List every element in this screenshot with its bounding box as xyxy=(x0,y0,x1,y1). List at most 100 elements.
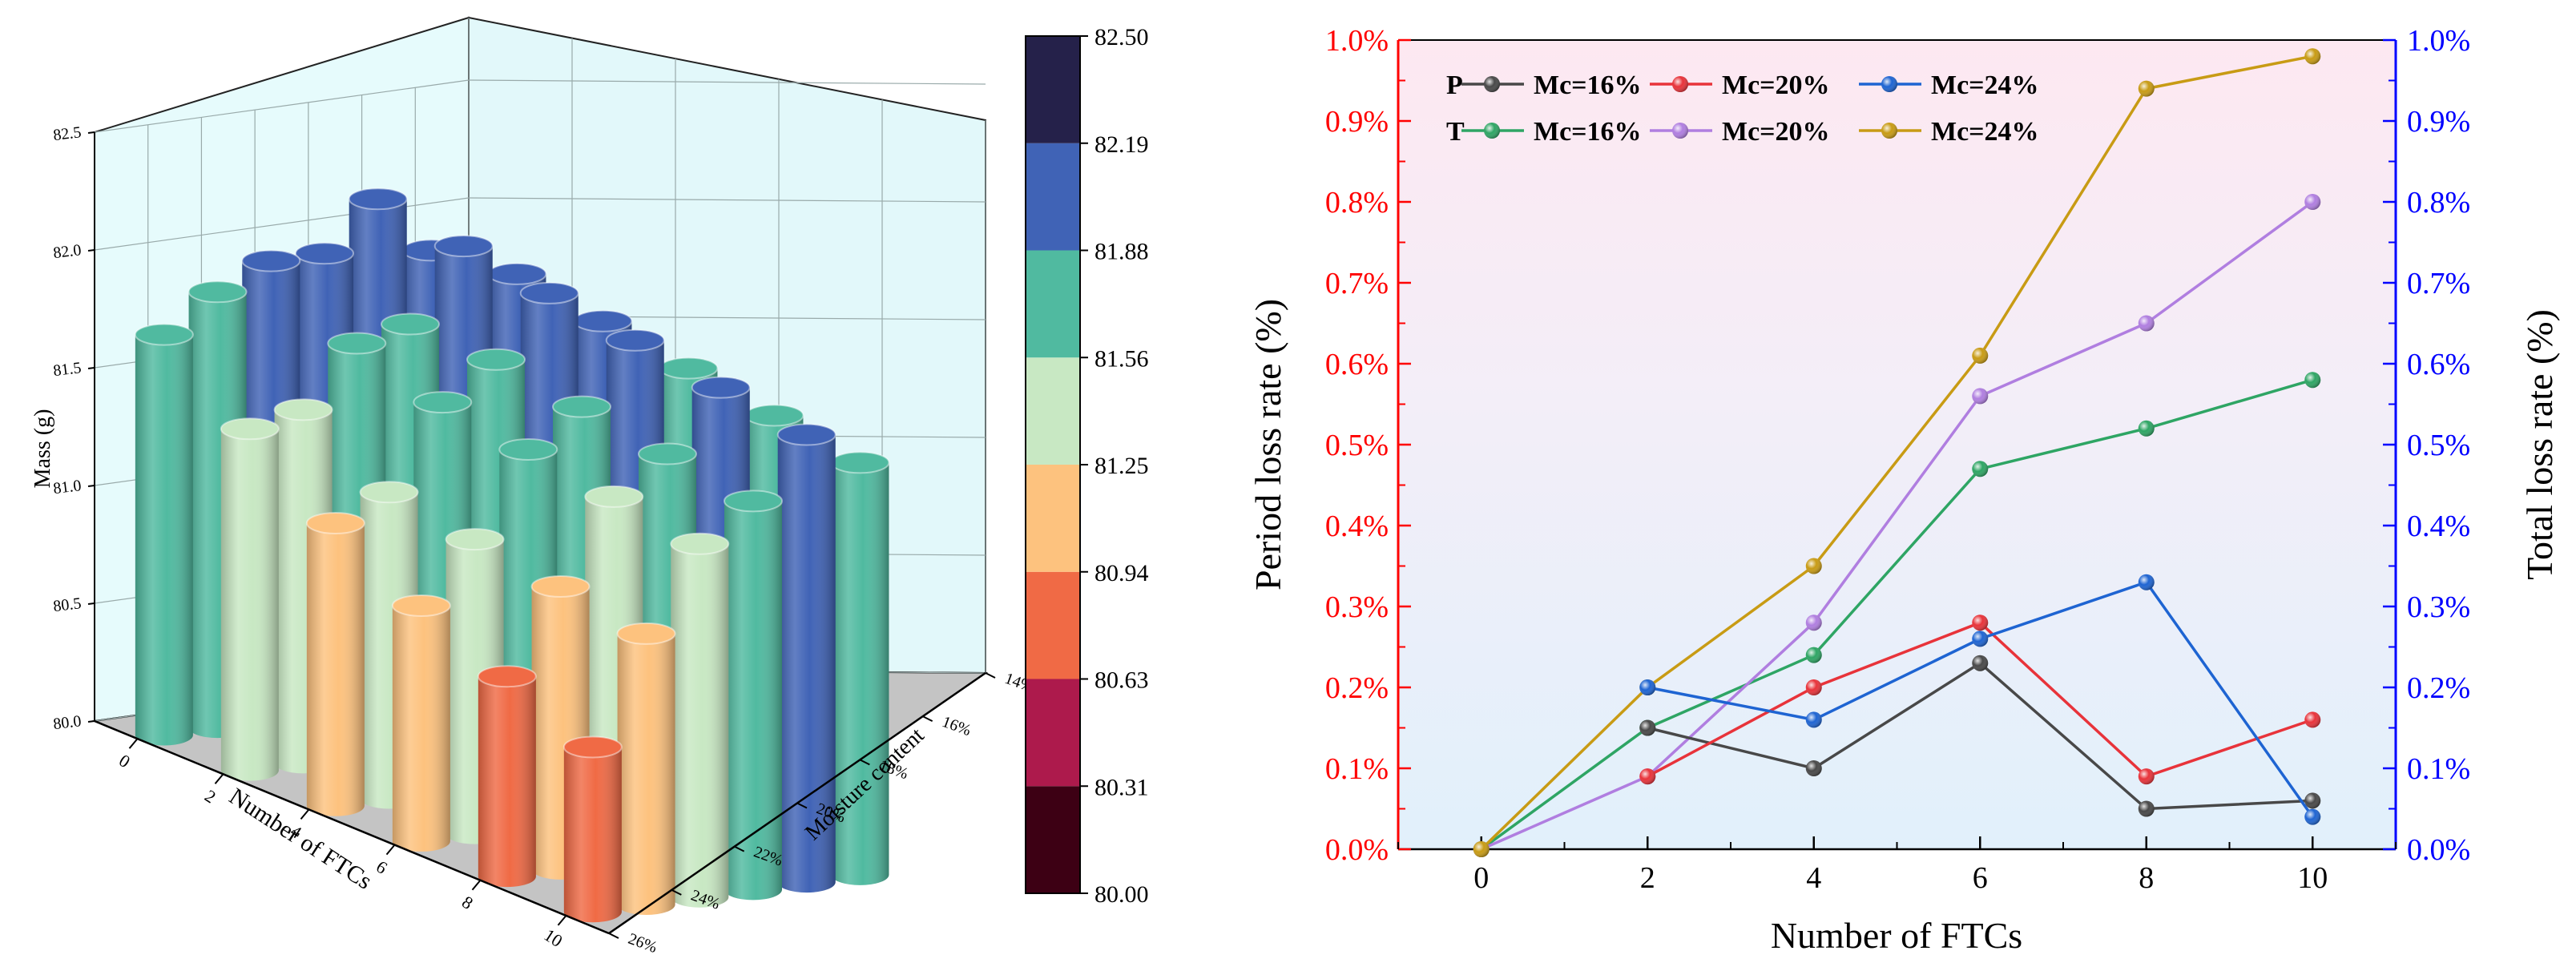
bar-top xyxy=(273,398,333,421)
bar-shade xyxy=(671,543,729,908)
data-point-shine xyxy=(2304,48,2321,65)
series-P-Mc16 xyxy=(1639,655,2321,817)
tick-x xyxy=(557,915,567,926)
tick-y xyxy=(734,845,745,852)
tick-z xyxy=(87,720,95,723)
bar-shade xyxy=(220,429,279,781)
bar-top xyxy=(241,249,301,272)
bar-top xyxy=(134,323,194,346)
colorbar-swatch xyxy=(1026,357,1080,465)
tick-label-y-left: 0.4% xyxy=(1325,510,1389,543)
data-point-shine xyxy=(1805,679,1822,695)
colorbar-swatch xyxy=(1026,679,1080,787)
right-axis-label: Total loss rate (%) xyxy=(2519,309,2560,580)
tick-label-x: 4 xyxy=(1806,861,1821,895)
axes: 0.0% 0.0% 0.1% 0.1% 0.2% 0.2% 0.3% 0.3% 0.4% 0.4%… xyxy=(1325,24,2470,895)
bar-shade xyxy=(135,334,193,746)
tick-x xyxy=(300,808,310,820)
x-axis-label: Number of FTCs xyxy=(1771,915,2022,956)
tick-z xyxy=(87,367,95,369)
tick-label-z: 81.0 xyxy=(52,477,82,498)
data-point-shine xyxy=(1972,655,1989,671)
series-line xyxy=(1480,54,2313,851)
tick-label-x: 8 xyxy=(458,892,477,913)
legend-marker-shine xyxy=(1484,76,1500,92)
legend-marker-shine xyxy=(1484,123,1500,139)
tick-label-y-left: 0.0% xyxy=(1325,833,1389,867)
tick-label-z: 82.0 xyxy=(52,241,82,262)
tick-label-x: 10 xyxy=(2297,861,2328,895)
bar-top xyxy=(359,481,419,504)
tick-label-y-left: 0.7% xyxy=(1325,267,1389,300)
tick-label-x: 2 xyxy=(1640,861,1655,895)
bar-shade xyxy=(724,501,782,900)
data-point-shine xyxy=(2304,792,2321,809)
bar-top xyxy=(487,262,547,285)
line-chart: 0.0% 0.0% 0.1% 0.1% 0.2% 0.2% 0.3% 0.3% 0.4% 0.4%… xyxy=(1248,24,2560,956)
bar-top xyxy=(616,622,676,645)
bar-top xyxy=(584,485,644,508)
data-point-shine xyxy=(2138,420,2155,437)
gridline-z xyxy=(468,79,986,85)
legend-group-label: P xyxy=(1446,71,1463,100)
tick-label-y-left: 0.2% xyxy=(1325,671,1389,705)
legend-marker-shine xyxy=(1672,76,1688,92)
data-point-shine xyxy=(2304,711,2321,728)
gridline-z xyxy=(468,197,986,203)
tick-z xyxy=(87,249,95,252)
legend-item: Mc=16% xyxy=(1461,117,1642,147)
legend-label: Mc=20% xyxy=(1722,117,1830,147)
data-point-shine xyxy=(2138,574,2155,590)
colorbar-tick-label: 81.25 xyxy=(1094,453,1149,479)
tick-label-y-right: 0.5% xyxy=(2407,429,2470,462)
bar-top xyxy=(744,404,804,427)
data-point-shine xyxy=(1805,711,1822,728)
tick-z xyxy=(87,602,95,605)
data-point-shine xyxy=(2138,80,2155,97)
tick-z xyxy=(87,131,95,134)
bar-top xyxy=(413,391,473,414)
colorbar-swatch xyxy=(1026,465,1080,572)
tick-label-y-left: 0.1% xyxy=(1325,752,1389,786)
bar-top xyxy=(573,309,633,332)
tick-label-y-right: 0.2% xyxy=(2407,671,2470,705)
bar xyxy=(776,423,836,893)
data-point-shine xyxy=(1972,388,1989,405)
tick-label-z: 81.5 xyxy=(52,359,82,380)
legend-item: Mc=16% xyxy=(1461,71,1642,100)
legend-marker-shine xyxy=(1672,123,1688,139)
bar xyxy=(830,451,890,885)
bar-shade xyxy=(617,633,675,915)
tick-label-x: 6 xyxy=(373,856,391,878)
legend-item: Mc=24% xyxy=(1859,117,2039,147)
colorbar-tick-label: 81.88 xyxy=(1094,239,1149,265)
tick-label-y-left: 0.5% xyxy=(1325,429,1389,462)
tick-label-x: 2 xyxy=(201,785,220,807)
tick-label-y-right: 0.4% xyxy=(2407,510,2470,543)
data-point-shine xyxy=(2304,194,2321,210)
colorbar-tick-label: 82.50 xyxy=(1094,24,1149,50)
series-line xyxy=(1480,378,2313,851)
data-point-shine xyxy=(1473,841,1490,857)
colorbar-tick-label: 82.19 xyxy=(1094,131,1149,158)
bar-top xyxy=(776,423,836,446)
bar-top xyxy=(605,328,665,352)
tick-label-x: 10 xyxy=(541,925,566,951)
data-point-shine xyxy=(1639,679,1656,695)
bar-top xyxy=(530,575,591,598)
data-point-shine xyxy=(1972,631,1989,647)
tick-y xyxy=(608,933,619,939)
bar-top xyxy=(562,735,623,759)
tick-label-x: 0 xyxy=(115,750,134,772)
tick-label-y-right: 0.0% xyxy=(2407,833,2470,867)
tick-label-y-left: 0.8% xyxy=(1325,186,1389,220)
bar xyxy=(391,594,451,852)
tick-label-y-left: 0.6% xyxy=(1325,348,1389,381)
tick-y xyxy=(671,888,682,896)
legend-item: Mc=24% xyxy=(1859,71,2039,100)
bar-top xyxy=(724,490,783,513)
colorbar: 80.00 80.31 80.63 80.94 81.25 81.56 81.88 82.19… xyxy=(1025,24,1149,908)
gridline-z xyxy=(94,79,470,133)
bar-top xyxy=(830,451,890,474)
bar3d-chart: 80.080.581.081.582.082.5024681014%16%18%… xyxy=(30,16,1149,957)
